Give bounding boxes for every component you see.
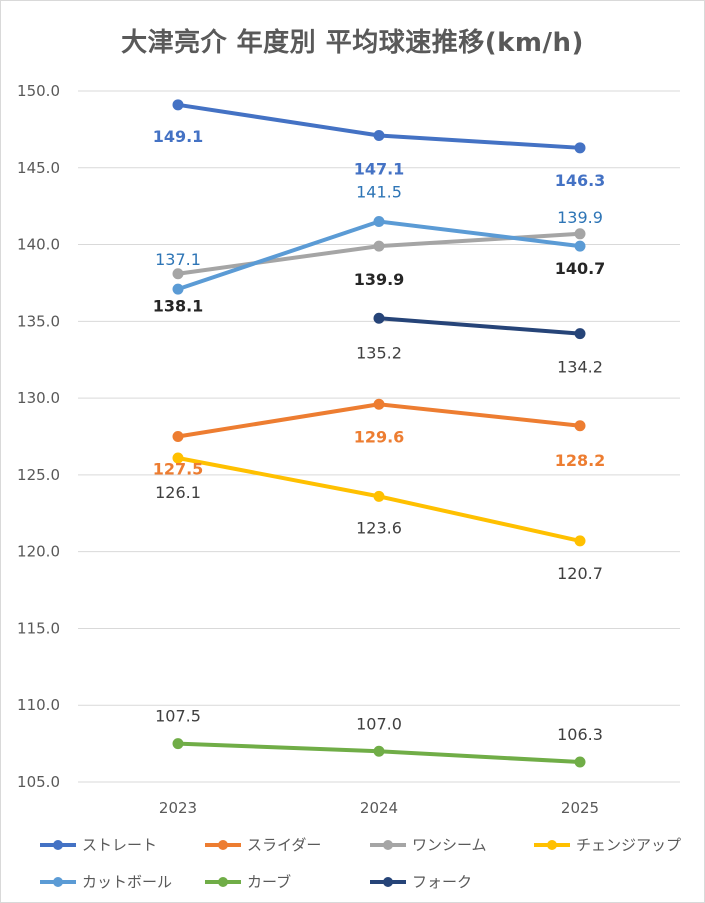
data-label: 107.5 xyxy=(155,707,201,726)
data-point xyxy=(172,99,184,111)
y-tick-label: 125.0 xyxy=(17,466,60,484)
y-tick-label: 140.0 xyxy=(17,236,60,254)
x-tick-label: 2023 xyxy=(159,799,197,817)
y-tick-label: 130.0 xyxy=(17,389,60,407)
x-tick-label: 2024 xyxy=(360,799,398,817)
x-axis-ticks: 2023 2024 2025 xyxy=(159,799,599,817)
data-label: 135.2 xyxy=(356,343,402,362)
data-point xyxy=(172,738,184,750)
x-tick-label: 2025 xyxy=(561,799,599,817)
y-tick-label: 120.0 xyxy=(17,543,60,561)
data-label: 139.9 xyxy=(557,208,603,227)
data-point xyxy=(373,130,385,142)
data-label: 107.0 xyxy=(356,714,402,733)
data-label: 106.3 xyxy=(557,725,603,744)
y-axis-ticks: 150.0 145.0 140.0 135.0 130.0 125.0 120.0 115.0… xyxy=(17,82,60,791)
data-label: 138.1 xyxy=(153,297,204,316)
data-label: 126.1 xyxy=(155,483,201,502)
data-label: 139.9 xyxy=(354,270,405,289)
data-point xyxy=(574,535,586,547)
data-point xyxy=(574,756,586,768)
series-line xyxy=(176,102,582,150)
y-tick-label: 110.0 xyxy=(17,696,60,714)
legend-label: ストレート xyxy=(82,836,157,854)
data-point xyxy=(574,228,586,240)
legend-marker xyxy=(383,840,393,850)
data-label: 147.1 xyxy=(354,160,405,179)
y-tick-label: 150.0 xyxy=(17,82,60,100)
legend-label: フォーク xyxy=(412,873,472,891)
series-points xyxy=(172,99,586,768)
data-point xyxy=(373,398,385,410)
data-point xyxy=(172,452,184,464)
series-line xyxy=(377,316,582,336)
data-label: 120.7 xyxy=(557,564,603,583)
data-point xyxy=(574,142,586,154)
legend-marker xyxy=(53,840,63,850)
data-label: 129.6 xyxy=(354,427,405,446)
data-label: 128.2 xyxy=(555,451,606,470)
data-point xyxy=(373,312,385,324)
data-point xyxy=(574,420,586,432)
data-label: 123.6 xyxy=(356,518,402,537)
data-point xyxy=(172,283,184,295)
y-tick-label: 145.0 xyxy=(17,159,60,177)
legend-marker xyxy=(218,877,228,887)
data-point xyxy=(574,328,586,340)
legend-label: ワンシーム xyxy=(412,836,487,854)
y-tick-label: 115.0 xyxy=(17,619,60,637)
data-label: 134.2 xyxy=(557,358,603,377)
data-point xyxy=(373,216,385,228)
data-labels: 149.1 147.1 146.3 127.5 129.6 128.2 138.1 139.9… xyxy=(153,127,606,744)
legend-label: チェンジアップ xyxy=(576,836,681,854)
data-point xyxy=(574,240,586,252)
data-point xyxy=(373,490,385,502)
legend-marker xyxy=(53,877,63,887)
legend-label: カットボール xyxy=(82,873,172,891)
legend-label: カーブ xyxy=(247,873,291,891)
data-label: 146.3 xyxy=(555,171,606,190)
data-label: 127.5 xyxy=(153,460,204,479)
data-point xyxy=(172,431,184,442)
data-point xyxy=(373,745,385,757)
legend-label: スライダー xyxy=(247,836,321,854)
data-label: 140.7 xyxy=(555,259,606,278)
legend-marker xyxy=(547,840,557,850)
data-label: 137.1 xyxy=(155,250,201,269)
legend-marker xyxy=(218,840,228,850)
data-point xyxy=(373,240,385,252)
chart-title: 大津亮介 年度別 平均球速推移(km/h) xyxy=(121,28,584,58)
data-point xyxy=(172,268,184,280)
y-tick-label: 105.0 xyxy=(17,773,60,791)
y-tick-label: 135.0 xyxy=(17,312,60,330)
data-label: 141.5 xyxy=(356,183,402,202)
legend-marker xyxy=(383,877,393,887)
data-label: 149.1 xyxy=(153,127,204,146)
